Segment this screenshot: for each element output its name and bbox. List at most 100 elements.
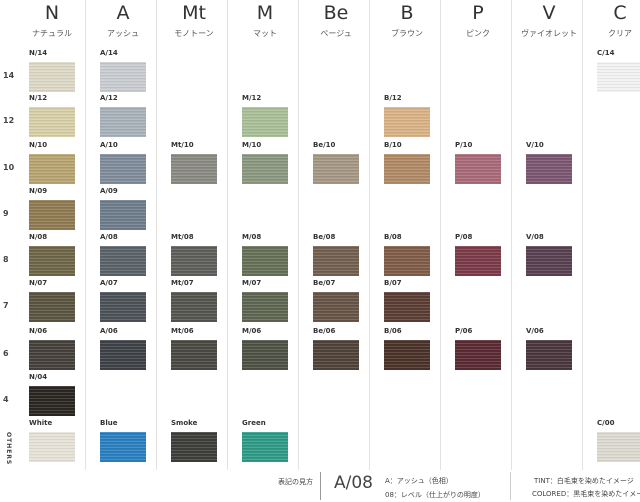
swatch: [29, 386, 75, 416]
swatch-label: B/08: [384, 233, 402, 241]
column-name: クリア: [608, 29, 632, 38]
swatch-label: N/08: [29, 233, 48, 241]
row-level: 6: [3, 349, 9, 358]
swatch: [100, 246, 146, 276]
footer-divider: [510, 472, 511, 500]
swatch-label: N/07: [29, 279, 48, 287]
column-divider: [440, 0, 441, 470]
swatch-label: Smoke: [171, 419, 198, 427]
column-code: Mt: [182, 2, 206, 24]
swatch: [171, 432, 217, 462]
row-level: 12: [3, 116, 15, 125]
column-divider: [511, 0, 512, 470]
swatch: [100, 432, 146, 462]
swatch-label: N/06: [29, 327, 48, 335]
swatch: [171, 154, 217, 184]
swatch-label: B/10: [384, 141, 402, 149]
row-level: 14: [3, 71, 15, 80]
swatch-label: A/12: [100, 94, 118, 102]
swatch: [242, 154, 288, 184]
swatch: [455, 154, 501, 184]
row-level: 8: [3, 255, 9, 264]
swatch: [242, 246, 288, 276]
swatch-label: Be/07: [313, 279, 336, 287]
swatch: [526, 340, 572, 370]
swatch: [100, 107, 146, 137]
swatch-label: N/14: [29, 49, 48, 57]
swatch-label: A/06: [100, 327, 118, 335]
swatch-label: V/08: [526, 233, 544, 241]
swatch-label: M/12: [242, 94, 262, 102]
swatch: [100, 154, 146, 184]
swatch: [313, 292, 359, 322]
column-divider: [227, 0, 228, 470]
swatch-label: A/10: [100, 141, 118, 149]
swatch: [455, 246, 501, 276]
swatch: [29, 292, 75, 322]
swatch-label: Be/06: [313, 327, 336, 335]
swatch: [526, 154, 572, 184]
swatch: [384, 340, 430, 370]
swatch: [526, 246, 572, 276]
column-code: A: [116, 2, 130, 24]
footer-colored-note: COLORED：黒毛束を染めたイメージ: [532, 490, 640, 498]
swatch-label: P/08: [455, 233, 473, 241]
swatch: [29, 432, 75, 462]
column-code: Be: [323, 2, 349, 24]
swatch: [29, 62, 75, 92]
swatch: [100, 292, 146, 322]
swatch-label: A/14: [100, 49, 118, 57]
swatch-label: C/14: [597, 49, 615, 57]
column-name: アッシュ: [107, 29, 139, 38]
swatch: [384, 246, 430, 276]
swatch-label: V/10: [526, 141, 544, 149]
row-level: 9: [3, 209, 9, 218]
footer-heading: 表記の見方: [278, 478, 313, 486]
footer-level-note: 08：レベル（仕上がりの明度）: [385, 491, 485, 499]
swatch: [29, 246, 75, 276]
column-code: M: [256, 2, 274, 24]
swatch-label: C/00: [597, 419, 615, 427]
row-level: 10: [3, 163, 15, 172]
swatch-label: A/09: [100, 187, 118, 195]
swatch: [313, 246, 359, 276]
swatch: [171, 246, 217, 276]
swatch: [29, 107, 75, 137]
row-level: 7: [3, 301, 9, 310]
swatch-label: Be/08: [313, 233, 336, 241]
footer-divider: [320, 472, 321, 500]
column-name: ブラウン: [391, 29, 423, 38]
column-divider: [369, 0, 370, 470]
swatch-label: B/12: [384, 94, 402, 102]
swatch-label: N/04: [29, 373, 48, 381]
swatch-label: B/06: [384, 327, 402, 335]
column-code: N: [44, 2, 60, 24]
swatch: [171, 292, 217, 322]
swatch: [597, 62, 640, 92]
swatch-label: M/10: [242, 141, 262, 149]
swatch-label: A/07: [100, 279, 118, 287]
swatch: [242, 432, 288, 462]
column-divider: [582, 0, 583, 470]
swatch-label: Mt/06: [171, 327, 194, 335]
footer-example: A/08: [334, 473, 373, 493]
swatch-label: Mt/08: [171, 233, 194, 241]
column-name: ベージュ: [320, 29, 352, 38]
swatch: [29, 200, 75, 230]
column-code: P: [472, 2, 484, 24]
swatch: [384, 107, 430, 137]
column-name: ナチュラル: [32, 29, 72, 38]
swatch-label: Be/10: [313, 141, 336, 149]
swatch-label: P/10: [455, 141, 473, 149]
footer-hue-note: A：アッシュ（色相）: [385, 477, 453, 485]
swatch-label: Green: [242, 419, 266, 427]
swatch: [597, 432, 640, 462]
swatch-label: M/07: [242, 279, 262, 287]
swatch: [384, 292, 430, 322]
swatch: [313, 154, 359, 184]
swatch-label: White: [29, 419, 53, 427]
swatch: [242, 340, 288, 370]
swatch-label: A/08: [100, 233, 118, 241]
column-divider: [156, 0, 157, 470]
